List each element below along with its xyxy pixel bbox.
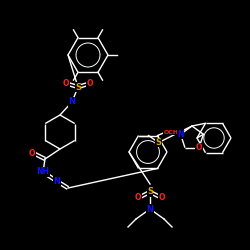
Text: O: O	[29, 148, 35, 158]
Text: N: N	[177, 130, 184, 139]
Text: N: N	[146, 204, 154, 214]
Text: S: S	[75, 82, 81, 92]
Text: S: S	[156, 138, 162, 147]
Text: NH: NH	[36, 168, 50, 176]
Text: O: O	[87, 80, 93, 88]
Text: O: O	[159, 194, 165, 202]
Text: N: N	[68, 98, 75, 106]
Text: S: S	[147, 188, 153, 196]
Text: O: O	[196, 143, 202, 152]
Text: O: O	[63, 80, 69, 88]
Text: N: N	[54, 176, 60, 186]
Text: OCH₃: OCH₃	[164, 130, 182, 135]
Text: O: O	[135, 194, 141, 202]
